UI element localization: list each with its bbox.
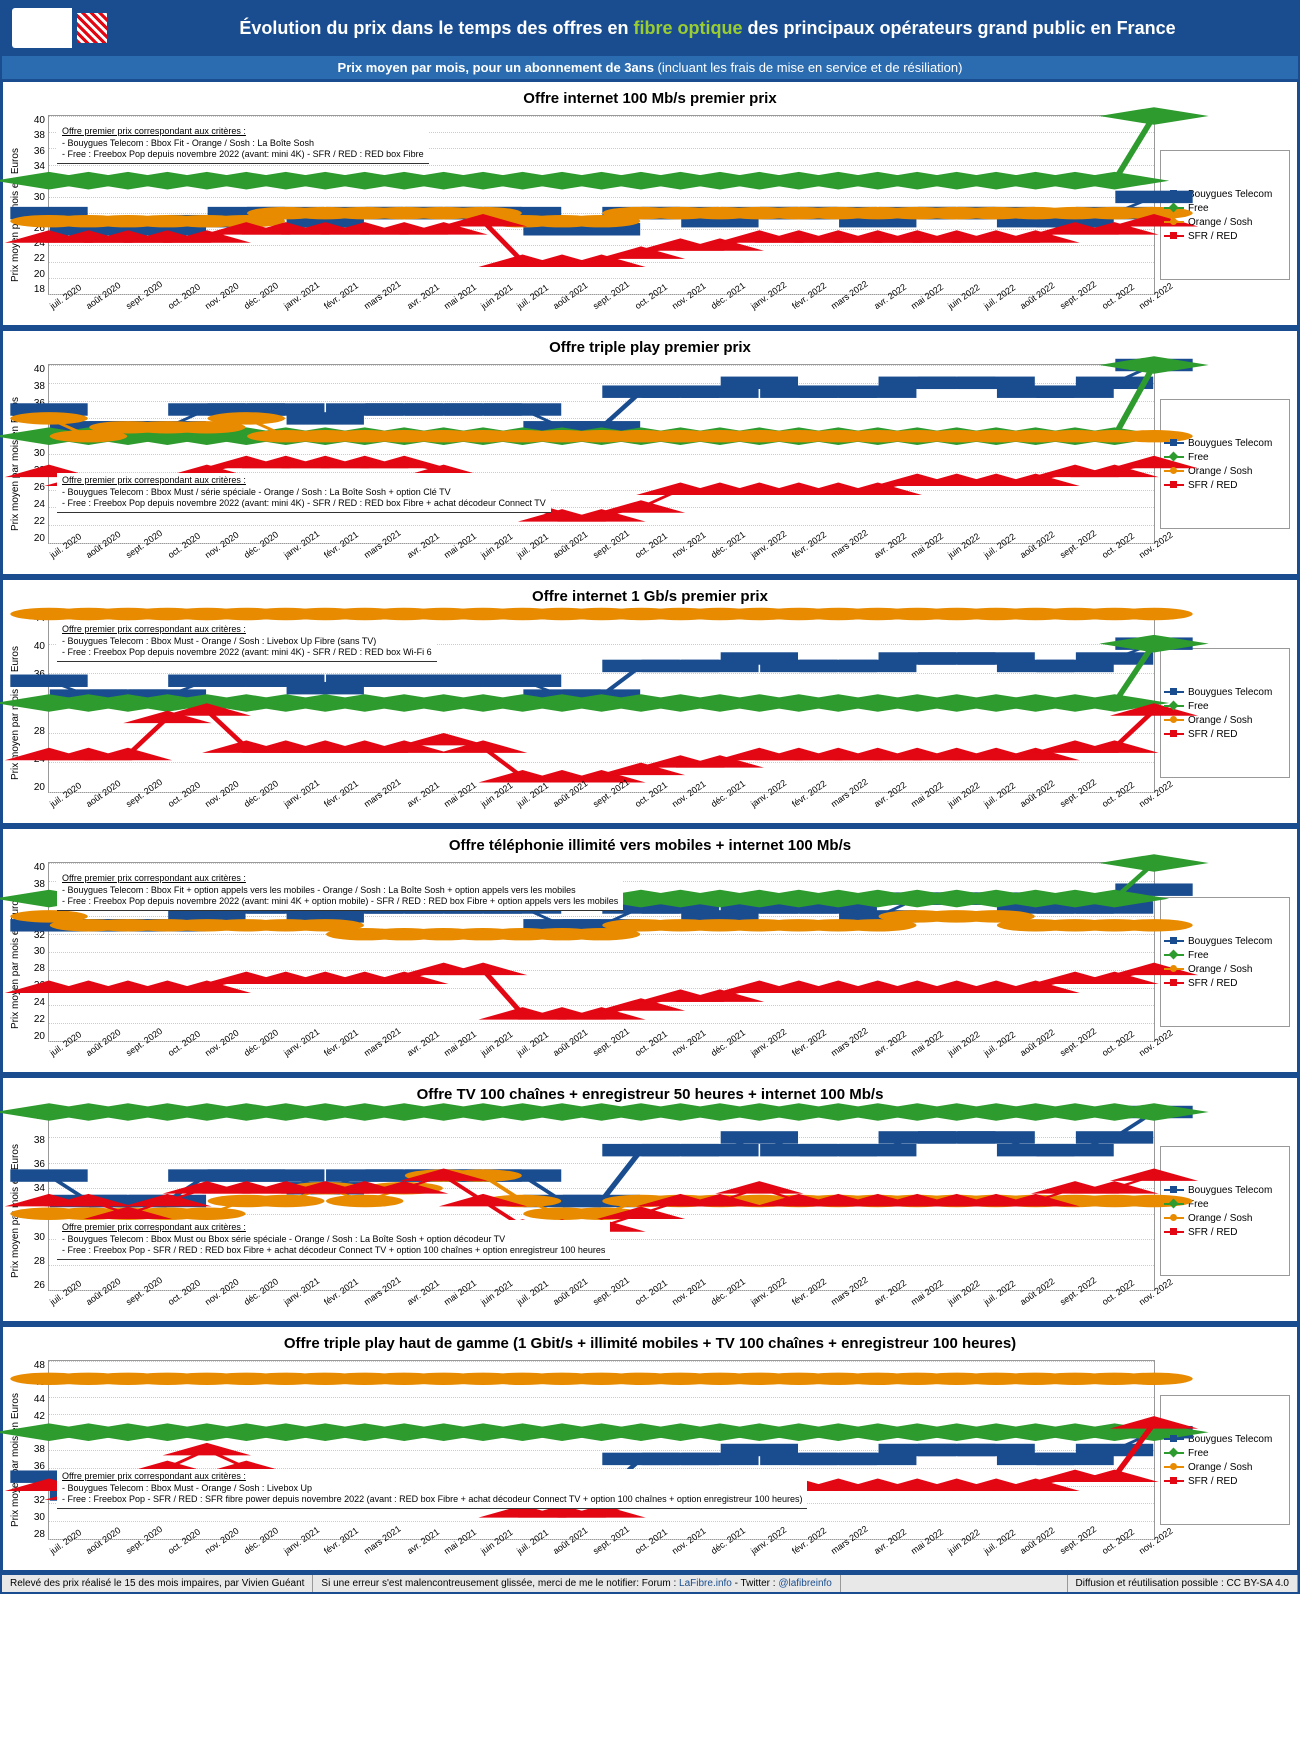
chart-note: Offre premier prix correspondant aux cri… <box>57 622 437 662</box>
legend-item: Orange / Sosh <box>1164 715 1286 726</box>
subtitle-bar: Prix moyen par mois, pour un abonnement … <box>0 56 1300 79</box>
legend: Bouygues Telecom Free Orange / Sosh SFR … <box>1160 1395 1290 1525</box>
legend-item: Bouygues Telecom <box>1164 1185 1286 1196</box>
footer-link-twitter[interactable]: @lafibreinfo <box>778 1578 832 1589</box>
y-axis-label: Prix moyen par mois en Euros <box>8 608 23 818</box>
chart-0: Offre internet 100 Mb/s premier prix Pri… <box>0 79 1300 328</box>
legend-item: Bouygues Telecom <box>1164 936 1286 947</box>
x-axis: juil. 2020août 2020sept. 2020oct. 2020no… <box>48 544 1155 569</box>
chart-note: Offre premier prix correspondant aux cri… <box>57 124 429 164</box>
plot-area: Offre premier prix correspondant aux cri… <box>48 364 1155 544</box>
chart-4: Offre TV 100 chaînes + enregistreur 50 h… <box>0 1075 1300 1324</box>
logo <box>12 8 112 48</box>
plot-area: Offre premier prix correspondant aux cri… <box>48 862 1155 1042</box>
legend-item: Orange / Sosh <box>1164 1213 1286 1224</box>
x-axis: juil. 2020août 2020sept. 2020oct. 2020no… <box>48 1291 1155 1316</box>
x-axis: juil. 2020août 2020sept. 2020oct. 2020no… <box>48 1540 1155 1565</box>
chart-note: Offre premier prix correspondant aux cri… <box>57 1469 807 1509</box>
chart-note: Offre premier prix correspondant aux cri… <box>57 473 551 513</box>
chart-title: Offre internet 1 Gb/s premier prix <box>8 585 1292 608</box>
legend-item: SFR / RED <box>1164 1476 1286 1487</box>
legend-item: Free <box>1164 452 1286 463</box>
chart-title: Offre TV 100 chaînes + enregistreur 50 h… <box>8 1083 1292 1106</box>
plot-area: Offre premier prix correspondant aux cri… <box>48 1111 1155 1291</box>
y-axis-label: Prix moyen par mois en Euros <box>8 857 23 1067</box>
legend: Bouygues Telecom Free Orange / Sosh SFR … <box>1160 1146 1290 1276</box>
x-axis: juil. 2020août 2020sept. 2020oct. 2020no… <box>48 1042 1155 1067</box>
legend-item: Free <box>1164 701 1286 712</box>
plot-area: Offre premier prix correspondant aux cri… <box>48 115 1155 295</box>
page-title: Évolution du prix dans le temps des offr… <box>127 18 1288 39</box>
footer-mid: Si une erreur s'est malencontreusement g… <box>313 1575 840 1592</box>
page-header: Évolution du prix dans le temps des offr… <box>0 0 1300 56</box>
chart-title: Offre triple play haut de gamme (1 Gbit/… <box>8 1332 1292 1355</box>
chart-title: Offre triple play premier prix <box>8 336 1292 359</box>
page-footer: Relevé des prix réalisé le 15 des mois i… <box>0 1573 1300 1594</box>
legend-item: SFR / RED <box>1164 480 1286 491</box>
legend-item: SFR / RED <box>1164 978 1286 989</box>
footer-left: Relevé des prix réalisé le 15 des mois i… <box>2 1575 313 1592</box>
footer-link-forum[interactable]: LaFibre.info <box>679 1578 732 1589</box>
y-axis: 44403632282420 <box>23 608 48 818</box>
chart-title: Offre téléphonie illimité vers mobiles +… <box>8 834 1292 857</box>
chart-2: Offre internet 1 Gb/s premier prix Prix … <box>0 577 1300 826</box>
legend-item: SFR / RED <box>1164 231 1286 242</box>
legend: Bouygues Telecom Free Orange / Sosh SFR … <box>1160 897 1290 1027</box>
plot-area: Offre premier prix correspondant aux cri… <box>48 1360 1155 1540</box>
plot-area: Offre premier prix correspondant aux cri… <box>48 613 1155 793</box>
chart-note: Offre premier prix correspondant aux cri… <box>57 1220 610 1260</box>
y-axis: 4846444240383634323028 <box>23 1355 48 1565</box>
legend-item: SFR / RED <box>1164 729 1286 740</box>
x-axis: juil. 2020août 2020sept. 2020oct. 2020no… <box>48 793 1155 818</box>
chart-title: Offre internet 100 Mb/s premier prix <box>8 87 1292 110</box>
legend-item: Orange / Sosh <box>1164 1462 1286 1473</box>
chart-5: Offre triple play haut de gamme (1 Gbit/… <box>0 1324 1300 1573</box>
chart-3: Offre téléphonie illimité vers mobiles +… <box>0 826 1300 1075</box>
chart-1: Offre triple play premier prix Prix moye… <box>0 328 1300 577</box>
legend-item: Free <box>1164 950 1286 961</box>
legend-item: Free <box>1164 1448 1286 1459</box>
chart-note: Offre premier prix correspondant aux cri… <box>57 871 623 911</box>
y-axis: 4038363432302826242220 <box>23 857 48 1067</box>
footer-right: Diffusion et réutilisation possible : CC… <box>1068 1575 1298 1592</box>
x-axis: juil. 2020août 2020sept. 2020oct. 2020no… <box>48 295 1155 320</box>
legend-item: SFR / RED <box>1164 1227 1286 1238</box>
y-axis-label: Prix moyen par mois en Euros <box>8 359 23 569</box>
y-axis-label: Prix moyen par mois en Euros <box>8 1355 23 1565</box>
y-axis: 4038363432302826242220 <box>23 359 48 569</box>
legend-item: Bouygues Telecom <box>1164 687 1286 698</box>
